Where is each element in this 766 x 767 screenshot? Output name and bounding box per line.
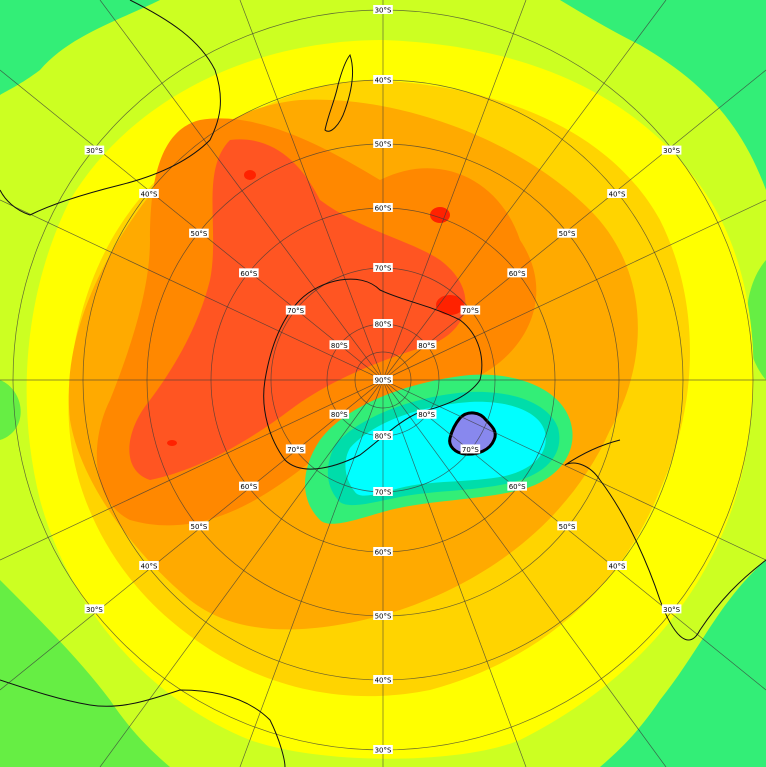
latitude-label: 40°S <box>139 561 159 571</box>
latitude-label: 30°S <box>84 604 105 614</box>
latitude-label: 40°S <box>139 189 159 199</box>
latitude-label-text: 30°S <box>663 147 680 155</box>
latitude-label-text: 30°S <box>86 147 103 155</box>
latitude-label-text: 50°S <box>375 613 392 621</box>
latitude-label-text: 90°S <box>375 377 392 385</box>
latitude-label-text: 80°S <box>375 433 392 441</box>
latitude-label: 50°S <box>373 139 393 149</box>
latitude-label: 50°S <box>373 611 393 621</box>
latitude-label: 50°S <box>189 521 209 531</box>
latitude-label: 70°S <box>460 305 481 315</box>
latitude-label: 70°S <box>373 487 393 497</box>
latitude-label: 70°S <box>285 444 306 454</box>
latitude-label: 50°S <box>189 228 209 238</box>
latitude-label: 80°S <box>416 340 437 350</box>
coast-australia <box>0 0 221 216</box>
field-green-bottom-left <box>0 580 170 767</box>
latitude-label-text: 80°S <box>375 321 392 329</box>
latitude-label-text: 40°S <box>609 563 626 571</box>
latitude-label-text: 60°S <box>240 270 257 278</box>
latitude-label-text: 60°S <box>240 483 257 491</box>
coast-africa <box>0 679 286 767</box>
latitude-label-text: 30°S <box>86 606 103 614</box>
latitude-label: 80°S <box>373 431 393 441</box>
field-green-top-right <box>560 0 766 190</box>
latitude-label: 50°S <box>557 228 577 238</box>
latitude-label: 30°S <box>373 5 393 15</box>
latitude-label: 60°S <box>507 268 527 278</box>
latitude-label-text: 80°S <box>418 342 435 350</box>
latitude-label-text: 70°S <box>287 446 304 454</box>
latitude-label-text: 60°S <box>509 270 526 278</box>
latitude-label: 80°S <box>416 409 437 419</box>
latitude-label: 60°S <box>239 268 259 278</box>
field-green-bottom-right <box>600 560 766 767</box>
latitude-labels: 30°S 40°S 50°S 60°S 70°S 80°S 30°S 40°S 50°S 60°S… <box>84 5 682 755</box>
latitude-label: 40°S <box>607 189 627 199</box>
latitude-label: 70°S <box>460 444 481 454</box>
latitude-label-text: 50°S <box>190 523 207 531</box>
latitude-label-text: 70°S <box>287 307 304 315</box>
latitude-label-text: 70°S <box>375 489 392 497</box>
latitude-label: 90°S <box>373 375 393 385</box>
latitude-label-text: 80°S <box>331 342 348 350</box>
latitude-label: 80°S <box>329 409 350 419</box>
field-red-spot <box>167 440 177 446</box>
field-red-spot <box>244 170 256 180</box>
latitude-label-text: 70°S <box>375 265 392 273</box>
latitude-label-text: 60°S <box>375 205 392 213</box>
ozone-hole-core <box>449 412 496 455</box>
latitude-label-text: 30°S <box>663 606 680 614</box>
latitude-label: 30°S <box>373 745 393 755</box>
latitude-label-text: 50°S <box>190 230 207 238</box>
latitude-label: 40°S <box>373 675 393 685</box>
latitude-label-text: 50°S <box>375 141 392 149</box>
coast-new-zealand <box>324 53 353 132</box>
field-cyan <box>345 401 546 496</box>
latitude-label-text: 40°S <box>141 563 158 571</box>
latitude-label-text: 40°S <box>609 191 626 199</box>
latitude-label-text: 50°S <box>559 523 576 531</box>
latitude-label-text: 40°S <box>375 77 392 85</box>
latitude-label-text: 50°S <box>559 230 576 238</box>
latitude-label-text: 80°S <box>418 411 435 419</box>
latitude-label: 40°S <box>373 75 393 85</box>
latitude-label: 60°S <box>507 481 527 491</box>
latitude-label-text: 40°S <box>141 191 158 199</box>
latitude-label-text: 60°S <box>375 549 392 557</box>
latitude-label-text: 80°S <box>331 411 348 419</box>
latitude-label: 40°S <box>607 561 627 571</box>
latitude-label-text: 40°S <box>375 677 392 685</box>
latitude-label: 80°S <box>373 319 393 329</box>
latitude-label-text: 70°S <box>462 307 479 315</box>
latitude-label: 30°S <box>84 145 105 155</box>
latitude-label-text: 30°S <box>375 7 392 15</box>
ozone-hole-outline <box>448 411 497 456</box>
latitude-label-text: 60°S <box>509 483 526 491</box>
latitude-label: 70°S <box>285 305 306 315</box>
latitude-label: 50°S <box>557 521 577 531</box>
latitude-label: 60°S <box>373 203 393 213</box>
latitude-label-text: 70°S <box>462 446 479 454</box>
latitude-label: 60°S <box>373 547 393 557</box>
latitude-label: 80°S <box>329 340 350 350</box>
latitude-label: 60°S <box>239 481 259 491</box>
latitude-label: 30°S <box>661 604 682 614</box>
latitude-label: 30°S <box>661 145 682 155</box>
field-green-top-left <box>0 0 160 95</box>
latitude-label-text: 30°S <box>375 747 392 755</box>
field-red-spot <box>430 207 450 223</box>
coast-south-america <box>564 439 766 641</box>
latitude-label: 70°S <box>373 263 393 273</box>
